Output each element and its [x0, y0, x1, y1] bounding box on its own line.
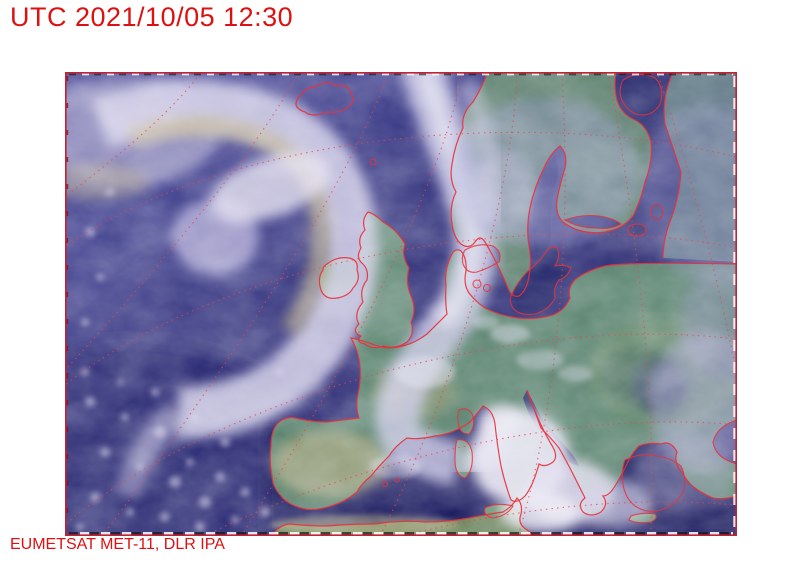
credit-caption: EUMETSAT MET-11, DLR IPA — [10, 536, 225, 553]
timestamp-title: UTC 2021/10/05 12:30 — [10, 2, 294, 32]
cloud-layer — [65, 72, 737, 536]
graticule-layer — [65, 72, 737, 536]
satellite-scene — [65, 72, 737, 536]
frame — [65, 72, 737, 536]
satellite-image — [65, 72, 737, 536]
